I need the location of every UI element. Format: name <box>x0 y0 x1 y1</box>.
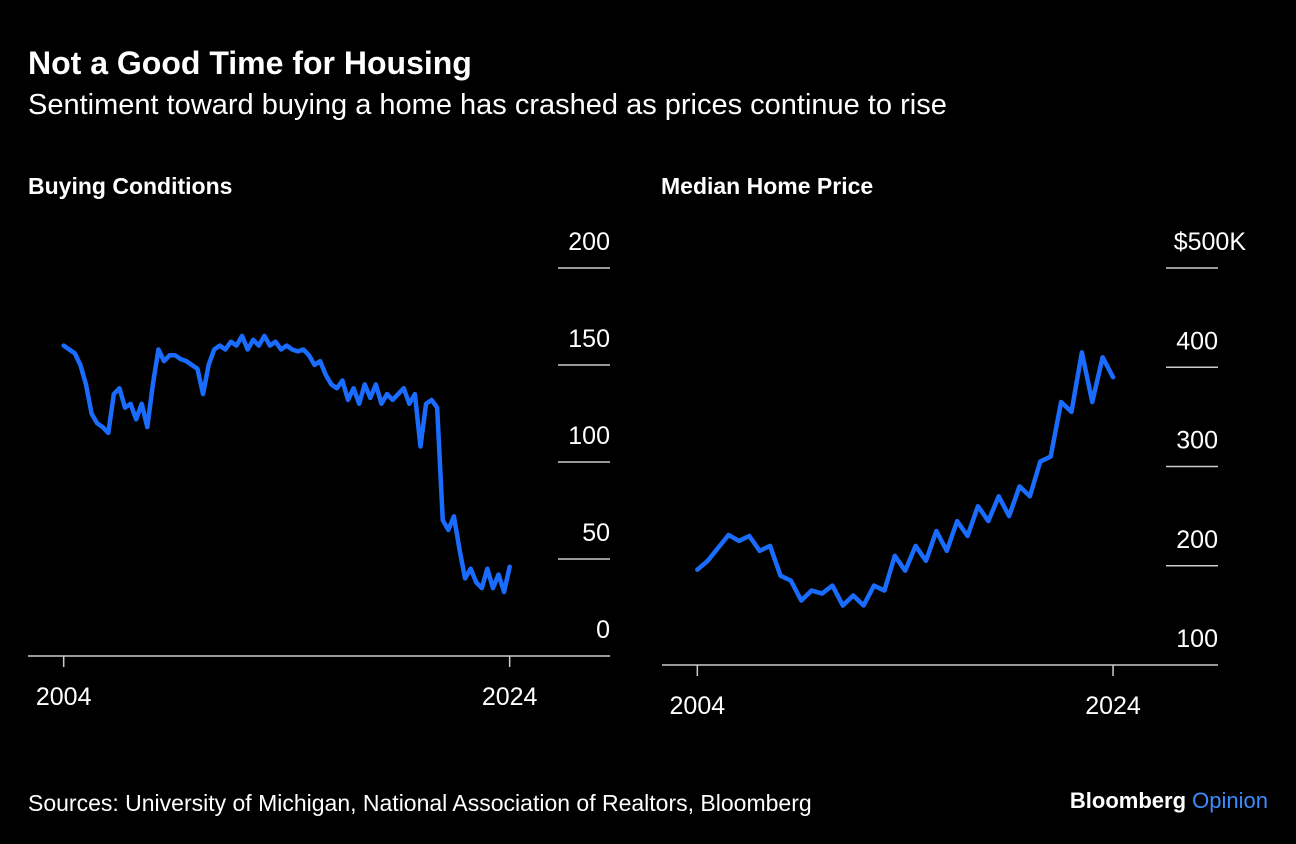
y-tick-label: $500K <box>1174 228 1247 256</box>
line <box>61 333 512 595</box>
y-tick-label: 0 <box>596 616 610 644</box>
y-tick-label: 150 <box>568 325 610 353</box>
y-tick-label: 200 <box>568 228 610 256</box>
y-tick-label: 200 <box>1176 526 1218 554</box>
subtitle: Sentiment toward buying a home has crash… <box>28 89 947 121</box>
chart-title: Median Home Price <box>661 173 873 199</box>
line <box>695 350 1116 608</box>
brand-name: Bloomberg <box>1070 788 1186 813</box>
x-tick-label: 2004 <box>36 683 92 711</box>
chart-title: Buying Conditions <box>28 173 232 199</box>
x-tick-label: 2024 <box>482 683 538 711</box>
y-tick-label: 400 <box>1176 327 1218 355</box>
y-tick-label: 300 <box>1176 427 1218 455</box>
brand-sub: Opinion <box>1192 788 1268 813</box>
y-tick-label: 100 <box>568 422 610 450</box>
x-tick-label: 2004 <box>670 692 726 720</box>
brand: Bloomberg Opinion <box>1070 788 1268 813</box>
title: Not a Good Time for Housing <box>28 45 472 81</box>
x-tick-label: 2024 <box>1085 692 1141 720</box>
source: Sources: University of Michigan, Nationa… <box>28 790 812 816</box>
y-tick-label: 50 <box>582 519 610 547</box>
y-tick-label: 100 <box>1176 625 1218 653</box>
